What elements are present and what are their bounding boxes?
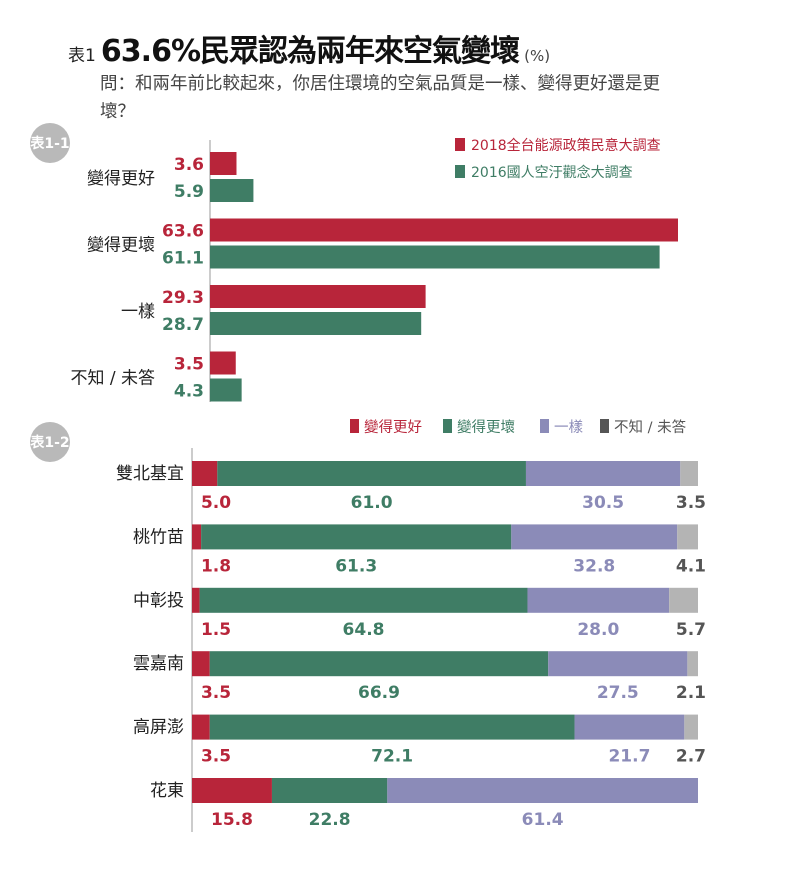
value-label: 30.5: [582, 493, 624, 513]
value-label: 15.8: [211, 810, 253, 830]
value-label: 3.6: [174, 155, 204, 175]
title-main: 63.6%民眾認為兩年來空氣變壞: [100, 34, 520, 69]
value-label: 28.0: [577, 620, 619, 640]
bar-segment: [209, 651, 549, 677]
bar-segment: [192, 524, 202, 550]
bar: [210, 218, 678, 242]
value-label: 72.1: [371, 747, 413, 767]
badge-label: 表1-2: [29, 434, 69, 451]
bar-segment: [192, 461, 218, 486]
legend-label: 2018全台能源政策民意大調查: [471, 137, 661, 154]
value-label: 61.1: [162, 249, 204, 269]
bar-segment: [192, 651, 210, 677]
bar-segment: [387, 778, 698, 803]
value-label: 28.7: [162, 315, 204, 335]
value-label: 66.9: [358, 683, 400, 703]
bar: [210, 152, 237, 175]
value-label: 1.5: [201, 620, 231, 640]
legend-swatch: [540, 419, 549, 433]
value-label: 2.1: [676, 683, 706, 703]
category-label: 變得更壞: [87, 236, 155, 256]
legend-swatch: [455, 138, 465, 151]
bar-segment: [684, 714, 698, 740]
category-label: 中彰投: [133, 591, 184, 611]
category-label: 不知 / 未答: [70, 369, 155, 389]
bar-segment: [677, 524, 698, 550]
survey-question: 問：和兩年前比較起來，你居住環境的空氣品質是一樣、變得更好還是更壞？: [100, 74, 660, 122]
category-label: 高屏澎: [133, 718, 184, 738]
chart-title: 表1 63.6%民眾認為兩年來空氣變壞 (%): [68, 26, 550, 70]
legend-swatch: [350, 419, 359, 433]
value-label: 4.1: [676, 556, 706, 576]
value-label: 5.9: [174, 182, 204, 202]
bar: [210, 245, 660, 269]
bar-segment: [192, 587, 200, 613]
bar-segment: [669, 587, 698, 613]
value-label: 61.0: [351, 493, 393, 513]
value-label: 22.8: [309, 810, 351, 830]
value-label: 61.3: [335, 556, 377, 576]
bar-segment: [201, 524, 512, 550]
value-label: 5.0: [201, 493, 231, 513]
bar: [210, 179, 254, 202]
value-label: 3.5: [201, 747, 231, 767]
bar-segment: [548, 651, 688, 677]
bar-segment: [217, 461, 526, 486]
value-label: 63.6: [162, 222, 204, 242]
category-label: 雲嘉南: [133, 654, 184, 674]
bar-segment: [680, 461, 698, 486]
legend-label: 一樣: [554, 419, 583, 436]
value-label: 27.5: [597, 683, 639, 703]
bar-segment: [574, 714, 685, 740]
title-unit: (%): [524, 47, 551, 65]
badge-label: 表1-1: [29, 135, 69, 152]
bar: [210, 285, 426, 308]
value-label: 2.7: [676, 747, 706, 767]
legend-label: 2016國人空汙觀念大調查: [471, 164, 633, 181]
bar-segment: [525, 461, 681, 486]
category-label: 桃竹苗: [133, 527, 184, 547]
category-label: 雙北基宜: [116, 464, 184, 484]
bar-segment: [192, 714, 210, 740]
bar-segment: [271, 778, 388, 803]
legend-swatch: [600, 419, 609, 433]
bar-segment: [199, 587, 528, 613]
value-label: 4.3: [174, 382, 204, 402]
legend-swatch: [443, 419, 452, 433]
title-prefix: 表1: [68, 46, 96, 66]
legend-label: 不知 / 未答: [614, 419, 687, 436]
category-label: 花東: [150, 781, 184, 801]
category-label: 一樣: [121, 302, 155, 322]
bar: [210, 312, 422, 335]
bar-segment: [687, 651, 698, 677]
bar-segment: [209, 714, 575, 740]
value-label: 29.3: [162, 288, 204, 308]
category-label: 變得更好: [87, 169, 155, 189]
bar-segment: [192, 778, 272, 803]
badge-circle: [30, 422, 70, 462]
value-label: 3.5: [676, 493, 706, 513]
value-label: 32.8: [573, 556, 615, 576]
value-label: 21.7: [608, 747, 650, 767]
bar: [210, 351, 236, 375]
value-label: 5.7: [676, 620, 706, 640]
value-label: 3.5: [174, 355, 204, 375]
value-label: 61.4: [522, 810, 564, 830]
badge-circle: [30, 123, 70, 163]
legend-swatch: [455, 165, 465, 178]
bar-segment: [527, 587, 670, 613]
value-label: 3.5: [201, 683, 231, 703]
legend-label: 變得更壞: [457, 419, 515, 436]
legend-label: 變得更好: [364, 419, 422, 436]
bar: [210, 378, 242, 402]
value-label: 1.8: [201, 556, 231, 576]
bar-segment: [511, 524, 678, 550]
value-label: 64.8: [343, 620, 385, 640]
